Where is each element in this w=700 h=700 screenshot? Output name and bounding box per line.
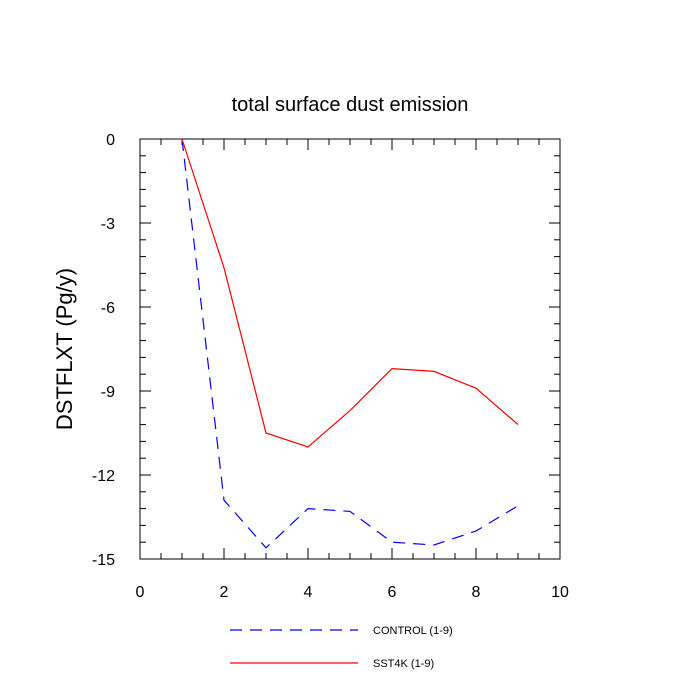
- legend: CONTROL (1-9) SST4K (1-9): [230, 625, 453, 670]
- series-line-sst4k: [181, 138, 519, 448]
- y-tick-label: 0: [106, 132, 115, 149]
- x-tick-label: 4: [304, 584, 313, 601]
- y-axis-label: DSTFLXT (Pg/y): [52, 268, 77, 430]
- y-tick-label: -15: [92, 552, 115, 569]
- series-line-control: [181, 138, 519, 549]
- y-tick-label: -3: [101, 216, 115, 233]
- x-tick-label: 8: [472, 584, 481, 601]
- axis-ticks: 0 2 4 6 8 10 0 -3 -6 -9 -12 -15: [92, 132, 569, 601]
- x-tick-label: 6: [388, 584, 397, 601]
- y-tick-label: -6: [101, 300, 115, 317]
- y-tick-label: -12: [92, 468, 115, 485]
- chart-title: total surface dust emission: [232, 94, 469, 116]
- x-tick-label: 0: [136, 584, 145, 601]
- x-tick-label: 2: [220, 584, 229, 601]
- x-tick-label: 10: [551, 584, 569, 601]
- legend-label: CONTROL (1-9): [373, 625, 453, 637]
- series-lines: [181, 138, 519, 549]
- y-tick-label: -9: [101, 384, 115, 401]
- legend-label: SST4K (1-9): [373, 658, 434, 670]
